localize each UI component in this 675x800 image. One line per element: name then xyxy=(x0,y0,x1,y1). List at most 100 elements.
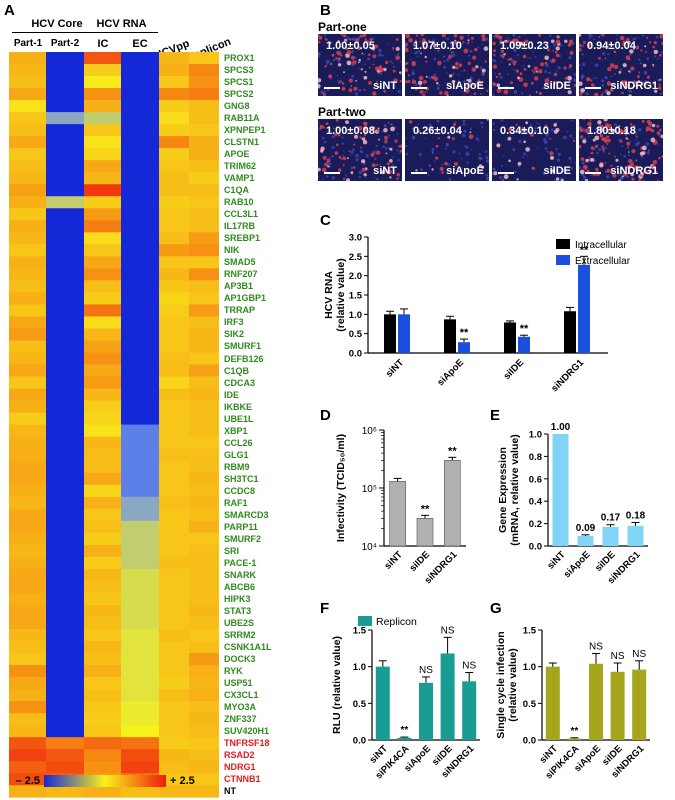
nucleus-dot xyxy=(635,139,637,141)
heatmap-cell xyxy=(189,232,219,245)
heatmap-cell xyxy=(189,244,219,257)
signal-dot xyxy=(480,93,482,95)
y-axis-label-line: Gene Expression xyxy=(497,447,509,533)
heatmap-cell xyxy=(9,725,46,738)
gene-label: HIPK3 xyxy=(224,593,251,604)
nucleus-dot xyxy=(419,37,421,40)
heatmap-cell xyxy=(189,100,219,113)
signal-dot xyxy=(493,54,496,57)
signal-dot xyxy=(424,55,427,59)
nucleus-dot xyxy=(616,34,618,36)
heatmap-cell xyxy=(46,424,84,438)
signal-dot xyxy=(560,179,564,181)
panel-label-b: B xyxy=(320,2,331,19)
micrograph-label: siIDE xyxy=(543,80,571,92)
nucleus-dot xyxy=(642,34,645,37)
nucleus-dot xyxy=(596,151,599,155)
heatmap-cell xyxy=(121,412,159,426)
heatmap-cell xyxy=(121,160,159,173)
signal-dot xyxy=(318,40,321,44)
gene-label: MYO3A xyxy=(224,702,257,713)
bar xyxy=(384,314,396,353)
nucleus-dot xyxy=(350,166,354,170)
signal-dot xyxy=(658,156,661,160)
signal-dot xyxy=(657,86,662,90)
signal-dot xyxy=(337,81,341,84)
signal-dot xyxy=(328,41,332,45)
micrograph: 0.94±0.04 siNDRG1 xyxy=(579,34,663,96)
nucleus-dot xyxy=(579,122,581,125)
signal-dot xyxy=(358,58,361,62)
nucleus-dot xyxy=(521,92,524,95)
signal-dot xyxy=(602,148,605,151)
heatmap-cell xyxy=(159,52,189,65)
nucleus-dot xyxy=(563,135,567,140)
heatmap-cell xyxy=(84,64,121,77)
heatmap-cell xyxy=(159,280,189,293)
signal-dot xyxy=(454,39,457,42)
bar xyxy=(632,669,647,740)
nucleus-dot xyxy=(506,36,509,39)
heatmap-cell xyxy=(46,304,84,317)
nucleus-dot xyxy=(610,75,613,78)
signal-dot xyxy=(615,166,617,168)
y-tick-label: 1.5 xyxy=(353,626,367,637)
heatmap-cell xyxy=(121,544,159,558)
signal-dot xyxy=(449,74,453,78)
signal-dot xyxy=(427,39,431,42)
signal-dot xyxy=(529,132,534,137)
signal-dot xyxy=(423,80,427,84)
signal-dot xyxy=(395,46,400,51)
signal-dot xyxy=(493,171,498,176)
nucleus-dot xyxy=(469,127,472,130)
signal-dot xyxy=(389,176,392,179)
heatmap-cell xyxy=(121,292,159,305)
heatmap-cell xyxy=(46,448,84,462)
signal-dot xyxy=(429,127,433,131)
heatmap-cell xyxy=(9,316,46,329)
heatmap-grid xyxy=(9,52,219,798)
nucleus-dot xyxy=(462,122,466,126)
heatmap-cell xyxy=(189,689,219,702)
significance-mark: NS xyxy=(441,625,455,636)
signal-dot xyxy=(451,79,456,84)
nucleus-dot xyxy=(416,55,419,58)
signal-dot xyxy=(338,168,342,172)
signal-dot xyxy=(549,137,552,140)
signal-dot xyxy=(356,38,360,42)
signal-dot xyxy=(431,168,434,171)
heatmap-cell xyxy=(46,713,84,726)
part-two-title: Part-two xyxy=(318,105,366,119)
nucleus-dot xyxy=(627,154,630,157)
signal-dot xyxy=(352,60,357,65)
x-tick-label: siIDE xyxy=(408,549,433,574)
signal-dot xyxy=(318,78,322,83)
nucleus-dot xyxy=(398,152,401,155)
heatmap-cell xyxy=(9,761,46,774)
heatmap-cell xyxy=(84,148,121,161)
signal-dot xyxy=(610,164,613,167)
signal-dot xyxy=(375,66,380,71)
nucleus-dot xyxy=(512,34,516,37)
data-label: 0.18 xyxy=(626,510,646,521)
heatmap-cell xyxy=(189,160,219,173)
signal-dot xyxy=(390,123,393,126)
scale-bar xyxy=(585,87,601,89)
signal-dot xyxy=(629,54,632,56)
gene-label: RAB10 xyxy=(224,197,254,208)
heatmap-cell xyxy=(46,616,84,630)
heatmap-cell xyxy=(159,196,189,209)
nucleus-dot xyxy=(522,64,525,67)
signal-dot xyxy=(357,46,362,51)
heatmap-cell xyxy=(121,196,159,209)
heatmap-cell xyxy=(189,737,219,750)
heatmap-cell xyxy=(9,220,46,233)
signal-dot xyxy=(629,123,633,126)
y-tick-label: 1.5 xyxy=(349,291,363,302)
signal-dot xyxy=(470,82,475,86)
heatmap-cell xyxy=(121,725,159,738)
signal-dot xyxy=(650,128,655,133)
heatmap-cell xyxy=(159,520,189,534)
signal-dot xyxy=(609,88,614,92)
gene-label: C1QA xyxy=(224,185,250,196)
